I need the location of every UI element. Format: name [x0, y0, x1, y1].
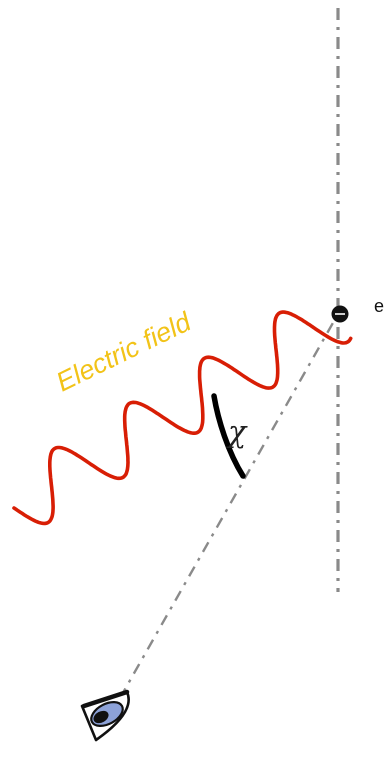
angle-chi-label: χ [226, 415, 248, 450]
electron-dot [331, 305, 349, 323]
angle-arc [211, 393, 246, 479]
charge-label: e [374, 296, 384, 316]
line-of-sight [118, 313, 340, 699]
eye-icon [80, 689, 130, 742]
electric-field-wave [12, 310, 353, 526]
electric-field-label: Electric field [51, 306, 196, 397]
